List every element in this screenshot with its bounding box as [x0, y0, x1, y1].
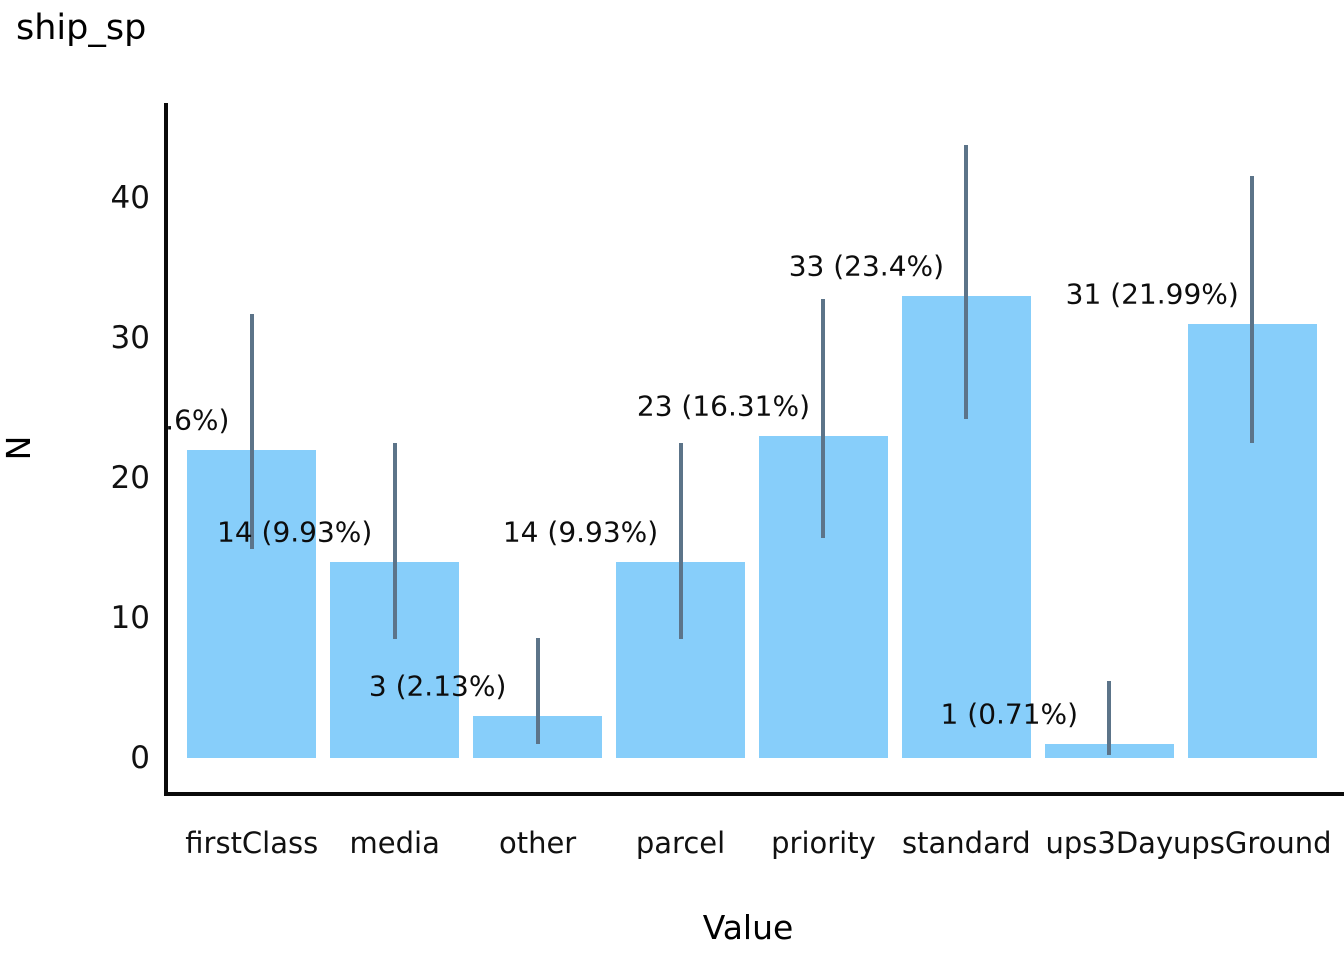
- error-bar-media: [392, 443, 397, 639]
- error-bar-standard: [964, 144, 969, 420]
- error-bar-upsGround: [1250, 175, 1255, 443]
- x-tick-label-upsGround: upsGround: [1172, 826, 1332, 860]
- bar-label-standard: 33 (23.4%): [788, 249, 945, 283]
- x-axis-line: [164, 792, 1344, 796]
- error-bar-priority: [821, 298, 826, 539]
- x-tick-label-standard: standard: [902, 826, 1031, 860]
- chart-title: ship_sp: [16, 8, 147, 48]
- bar-label-parcel: 14 (9.93%): [502, 515, 659, 549]
- plot-area: 22 (15.6%) 14 (9.93%) 3 (2.13%) 14 (9.93%) 2…: [166, 103, 1338, 794]
- x-axis-title: Value: [702, 908, 794, 947]
- y-axis-title: N: [0, 435, 38, 461]
- y-axis-line: [164, 103, 168, 794]
- y-tick-label-40: 40: [110, 180, 150, 216]
- error-bar-parcel: [678, 443, 683, 639]
- bar-label-media: 14 (9.93%): [217, 515, 373, 549]
- error-bar-other: [535, 637, 540, 744]
- x-tick-label-media: media: [349, 826, 440, 860]
- bar-label-upsGround: 31 (21.99%): [1065, 277, 1239, 311]
- bar-label-firstClass: 22 (15.6%): [166, 403, 230, 437]
- bar-label-other: 3 (2.13%): [368, 669, 507, 703]
- x-tick-label-parcel: parcel: [635, 826, 726, 860]
- y-tick-label-30: 30: [110, 320, 150, 356]
- x-tick-label-priority: priority: [771, 826, 876, 860]
- y-tick-label-0: 0: [130, 740, 150, 776]
- y-tick-label-10: 10: [110, 600, 150, 636]
- bar-label-priority: 23 (16.31%): [636, 389, 811, 423]
- error-bar-firstClass: [249, 314, 254, 550]
- x-tick-label-other: other: [498, 826, 577, 860]
- x-tick-label-firstClass: firstClass: [185, 826, 319, 860]
- y-tick-label-20: 20: [110, 460, 150, 496]
- x-tick-label-ups3Day: ups3Day: [1045, 826, 1174, 860]
- error-bar-ups3Day: [1107, 681, 1112, 756]
- bar-label-ups3Day: 1 (0.71%): [940, 697, 1079, 731]
